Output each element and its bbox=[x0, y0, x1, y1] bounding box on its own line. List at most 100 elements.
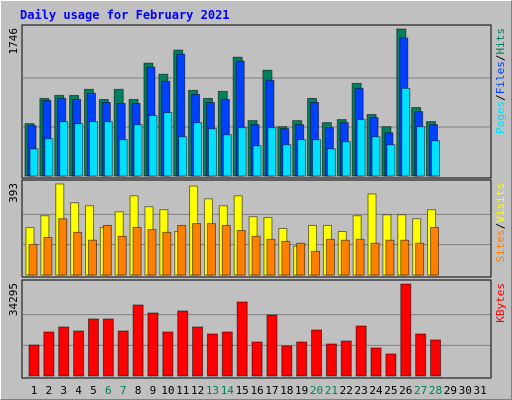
legend: KBytes bbox=[494, 283, 507, 323]
x-tick-label: 7 bbox=[120, 384, 127, 397]
bar bbox=[431, 140, 441, 177]
bar bbox=[385, 353, 397, 377]
x-tick-label: 12 bbox=[191, 384, 204, 397]
bar bbox=[386, 144, 396, 177]
bar bbox=[132, 227, 142, 276]
legend-entry: Sites bbox=[494, 229, 507, 262]
x-tick-label: 16 bbox=[250, 384, 263, 397]
x-tick-label: 25 bbox=[384, 384, 397, 397]
bar bbox=[251, 235, 261, 276]
bar bbox=[206, 223, 216, 276]
x-tick-label: 2 bbox=[46, 384, 53, 397]
bar bbox=[192, 326, 204, 377]
bar bbox=[43, 236, 53, 276]
x-tick-label: 28 bbox=[429, 384, 442, 397]
bar bbox=[296, 242, 306, 276]
bar bbox=[400, 283, 412, 377]
bar bbox=[355, 325, 367, 377]
bar bbox=[102, 318, 114, 377]
legend-entry: Files bbox=[494, 61, 507, 94]
bar bbox=[132, 304, 144, 377]
bar bbox=[102, 224, 112, 276]
x-tick-label: 6 bbox=[105, 384, 112, 397]
bar bbox=[400, 239, 410, 276]
x-tick-label: 18 bbox=[280, 384, 293, 397]
bar bbox=[415, 242, 425, 276]
bar bbox=[163, 112, 173, 177]
bar bbox=[251, 341, 263, 377]
bar bbox=[43, 331, 55, 377]
x-tick-label: 14 bbox=[221, 384, 235, 397]
x-tick-label: 1 bbox=[31, 384, 38, 397]
x-tick-label: 13 bbox=[206, 384, 219, 397]
x-tick-label: 9 bbox=[150, 384, 157, 397]
bar bbox=[162, 231, 172, 276]
bar bbox=[311, 329, 323, 377]
bar bbox=[117, 330, 129, 377]
chart-title: Daily usage for February 2021 bbox=[20, 8, 230, 22]
bar bbox=[297, 139, 307, 177]
bar bbox=[206, 333, 218, 377]
legend-separator: / bbox=[494, 55, 507, 62]
legend-entry: Hits bbox=[494, 28, 507, 55]
bar bbox=[59, 121, 69, 177]
bar bbox=[267, 127, 277, 177]
bar bbox=[103, 121, 113, 177]
bar bbox=[177, 224, 187, 276]
bar bbox=[282, 144, 292, 177]
bar bbox=[29, 148, 39, 177]
x-tick-label: 29 bbox=[444, 384, 457, 397]
bar bbox=[430, 227, 440, 276]
bar bbox=[416, 126, 426, 177]
x-tick-label: 21 bbox=[325, 384, 338, 397]
bar bbox=[221, 224, 231, 276]
bar bbox=[281, 240, 291, 276]
bar bbox=[266, 238, 276, 276]
bar bbox=[236, 230, 246, 276]
bar bbox=[192, 223, 202, 276]
bar bbox=[371, 136, 381, 177]
bar bbox=[385, 239, 395, 276]
y-tick-label: 1746 bbox=[7, 28, 20, 55]
bar bbox=[118, 139, 128, 177]
bar bbox=[28, 344, 40, 377]
bar bbox=[326, 148, 336, 177]
y-tick-label: 393 bbox=[7, 183, 20, 203]
bar bbox=[325, 343, 337, 377]
bar bbox=[207, 128, 217, 177]
bar bbox=[401, 87, 411, 177]
bar bbox=[355, 238, 365, 276]
legend: Pages/Files/Hits bbox=[494, 28, 507, 134]
bar bbox=[325, 238, 335, 276]
bar bbox=[73, 231, 83, 276]
x-tick-label: 23 bbox=[355, 384, 368, 397]
bar bbox=[88, 121, 98, 177]
bar bbox=[266, 314, 278, 377]
bar bbox=[237, 127, 247, 177]
bar bbox=[147, 312, 159, 377]
bar bbox=[370, 347, 382, 377]
legend-entry: Visits bbox=[494, 183, 507, 223]
bar bbox=[221, 331, 233, 377]
x-tick-label: 19 bbox=[295, 384, 308, 397]
bar bbox=[148, 115, 158, 177]
legend: Sites/Visits bbox=[494, 183, 507, 263]
x-tick-label: 8 bbox=[135, 384, 142, 397]
legend-entry: KBytes bbox=[494, 283, 507, 323]
bar bbox=[370, 242, 380, 276]
x-tick-label: 26 bbox=[399, 384, 412, 397]
bar bbox=[87, 239, 97, 276]
legend-entry: Pages bbox=[494, 101, 507, 134]
bar bbox=[252, 145, 262, 177]
bar bbox=[133, 124, 143, 177]
bar bbox=[74, 123, 84, 177]
legend-separator: / bbox=[494, 223, 507, 230]
legend-separator: / bbox=[494, 94, 507, 101]
x-tick-label: 5 bbox=[90, 384, 97, 397]
bar bbox=[193, 122, 203, 177]
bar bbox=[162, 331, 174, 377]
x-tick-label: 11 bbox=[176, 384, 189, 397]
x-tick-label: 4 bbox=[75, 384, 82, 397]
x-tick-label: 24 bbox=[369, 384, 383, 397]
